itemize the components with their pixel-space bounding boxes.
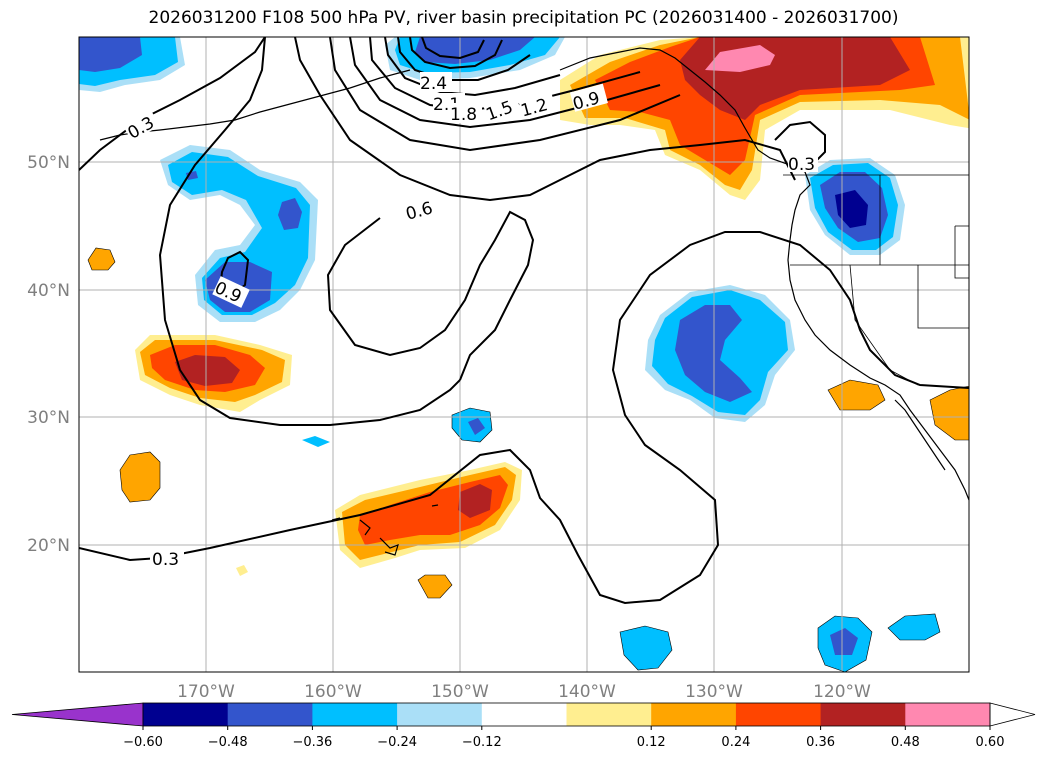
map-area: 0.3 2.4 2.1 1.8 1.5 1.2 0.9 0.6 0.9 0.3 … (79, 37, 969, 672)
colorbar-segment (481, 703, 567, 726)
colorbar-tick-label: −0.12 (462, 735, 502, 750)
lat-label-30n: 30°N (27, 408, 70, 428)
lat-label-20n: 20°N (27, 536, 70, 556)
anomaly-pnw-navy (835, 190, 868, 228)
colorbar-tick-label: −0.24 (377, 735, 417, 750)
map-title: 2026031200 F108 500 hPa PV, river basin … (148, 8, 899, 28)
contour-0.6 (294, 37, 796, 381)
anomaly-nw-corner-blue (79, 37, 142, 72)
colorbar-tick-label: 0.36 (806, 735, 835, 750)
colorbar-segment (735, 703, 822, 726)
anomaly-hook-blue-2 (278, 198, 302, 230)
anomaly-small-3 (417, 574, 453, 599)
lat-label-50n: 50°N (27, 153, 70, 173)
contour-0.3-main (79, 37, 969, 605)
anomaly-small-2 (87, 247, 116, 271)
colorbar-border (142, 702, 991, 727)
lat-label-40n: 40°N (27, 281, 70, 301)
colorbar: −0.60 −0.48 −0.36 −0.24 −0.12 0.12 0.24 0.36 0.4… (11, 702, 1036, 750)
colorbar-segment (566, 703, 652, 726)
anomaly-small-5 (929, 385, 969, 441)
anomaly-west-darkred (175, 355, 240, 386)
colorbar-tick-label: 0.48 (891, 735, 920, 750)
longitude-labels: 170°W 160°W 150°W 140°W 130°W 120°W (177, 682, 871, 702)
anomaly-neg-small-2 (619, 625, 673, 671)
anomaly-nw-coast-pink (705, 45, 775, 72)
anomaly-neg-small-3-core (830, 628, 858, 655)
colorbar-segment (227, 703, 313, 726)
positive-precip-anomalies (87, 37, 969, 599)
colorbar-tick-label: 0.12 (637, 735, 666, 750)
lon-label-160w: 160°W (304, 682, 362, 702)
anomaly-small-1 (119, 451, 161, 503)
contour-0.3-west-loop (158, 37, 461, 426)
anomaly-neg-small-4 (887, 613, 941, 641)
colorbar-tick-label: −0.36 (292, 735, 332, 750)
contour-label-1.8: 1.8 (450, 105, 477, 125)
colorbar-segment (143, 703, 229, 726)
colorbar-segment (312, 703, 398, 726)
lon-label-130w: 130°W (685, 682, 743, 702)
latitude-labels: 50°N 40°N 30°N 20°N (27, 153, 70, 556)
colorbar-tick-label: 0.60 (976, 735, 1005, 750)
lon-label-120w: 120°W (813, 682, 871, 702)
anomaly-small-6 (236, 565, 248, 576)
colorbar-extend-high (989, 702, 1036, 727)
pv-contours (79, 37, 969, 605)
lon-label-170w: 170°W (177, 682, 235, 702)
colorbar-tick-label: −0.60 (123, 735, 163, 750)
anomaly-hawaii-darkred (458, 484, 492, 518)
contour-label-0.3-pnw: 0.3 (788, 155, 815, 175)
lon-label-140w: 140°W (558, 682, 616, 702)
colorbar-tick-label: 0.24 (721, 735, 750, 750)
map-frame (78, 36, 970, 673)
colorbar-segment (651, 703, 737, 726)
lon-label-150w: 150°W (431, 682, 489, 702)
colorbar-segment (905, 703, 991, 726)
colorbar-segment (397, 703, 483, 726)
colorbar-tick-label: −0.48 (208, 735, 248, 750)
contour-label-0.3-south: 0.3 (152, 550, 179, 570)
anomaly-neg-small-5 (302, 436, 330, 447)
anomaly-hook-cyan (168, 152, 310, 315)
anomaly-neg-small-1-core (468, 418, 485, 435)
colorbar-extend-low (11, 702, 144, 727)
colorbar-segment (820, 703, 906, 726)
contour-label-2.4: 2.4 (420, 74, 447, 94)
